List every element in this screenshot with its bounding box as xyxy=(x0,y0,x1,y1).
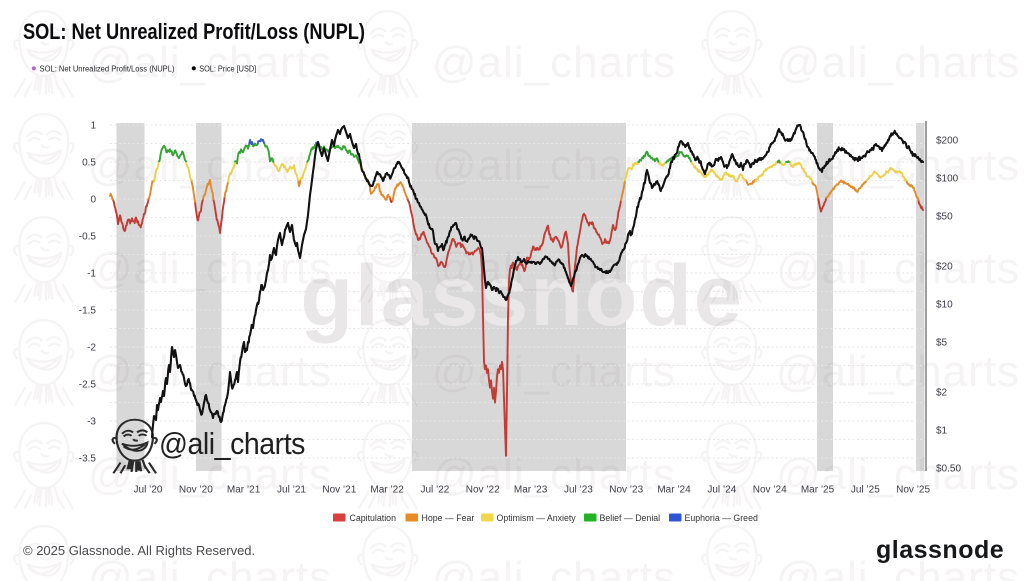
svg-text:@ali_charts: @ali_charts xyxy=(776,347,1020,396)
svg-text:@ali_charts: @ali_charts xyxy=(88,244,332,293)
svg-text:@ali_charts: @ali_charts xyxy=(776,141,1020,190)
svg-text:$20: $20 xyxy=(936,262,953,273)
svg-text:@ali_charts: @ali_charts xyxy=(776,553,1020,581)
svg-text:0.5: 0.5 xyxy=(82,158,96,169)
svg-text:-2: -2 xyxy=(87,343,96,354)
svg-text:glassnode: glassnode xyxy=(876,536,1004,564)
svg-text:Jul ’23: Jul ’23 xyxy=(564,485,593,496)
svg-text:@ali_charts: @ali_charts xyxy=(776,450,1020,499)
svg-text:SOL: Net Unrealized Profit/Los: SOL: Net Unrealized Profit/Loss (NUPL) xyxy=(23,19,365,44)
svg-text:Belief — Denial: Belief — Denial xyxy=(600,513,661,523)
svg-text:$1: $1 xyxy=(936,425,948,436)
svg-text:Nov ’20: Nov ’20 xyxy=(179,485,213,496)
svg-text:Mar ’21: Mar ’21 xyxy=(227,485,261,496)
svg-text:Mar ’24: Mar ’24 xyxy=(657,485,691,496)
svg-text:Jul ’25: Jul ’25 xyxy=(851,485,880,496)
svg-text:Jul ’24: Jul ’24 xyxy=(707,485,736,496)
svg-text:-3.5: -3.5 xyxy=(79,454,97,465)
svg-text:@ali_charts: @ali_charts xyxy=(432,553,676,581)
svg-text:Optimism — Anxiety: Optimism — Anxiety xyxy=(497,513,577,523)
svg-text:$5: $5 xyxy=(936,337,948,348)
svg-text:Jul ’20: Jul ’20 xyxy=(134,485,163,496)
svg-text:@ali_charts: @ali_charts xyxy=(432,244,676,293)
svg-text:$2: $2 xyxy=(936,388,948,399)
svg-text:@ali_charts: @ali_charts xyxy=(88,347,332,396)
svg-text:Jul ’21: Jul ’21 xyxy=(277,485,306,496)
svg-text:Jul ’22: Jul ’22 xyxy=(420,485,449,496)
svg-text:Euphoria — Greed: Euphoria — Greed xyxy=(685,513,758,523)
svg-text:0: 0 xyxy=(90,195,96,206)
svg-text:$0.50: $0.50 xyxy=(936,463,961,474)
svg-text:$200: $200 xyxy=(936,136,959,147)
svg-text:@ali_charts: @ali_charts xyxy=(88,553,332,581)
svg-text:@ali_charts: @ali_charts xyxy=(432,347,676,396)
svg-text:@ali_charts: @ali_charts xyxy=(432,38,676,87)
svg-text:-1.5: -1.5 xyxy=(79,306,97,317)
svg-text:Mar ’25: Mar ’25 xyxy=(801,485,835,496)
svg-text:Nov ’25: Nov ’25 xyxy=(896,485,930,496)
svg-text:SOL: Price [USD]: SOL: Price [USD] xyxy=(199,64,256,73)
svg-text:Mar ’22: Mar ’22 xyxy=(370,485,404,496)
svg-text:Mar ’23: Mar ’23 xyxy=(514,485,548,496)
svg-text:-1: -1 xyxy=(87,269,96,280)
svg-text:Nov ’23: Nov ’23 xyxy=(609,485,643,496)
svg-text:-2.5: -2.5 xyxy=(79,380,97,391)
svg-text:$50: $50 xyxy=(936,211,953,222)
svg-text:@ali_charts: @ali_charts xyxy=(88,38,332,87)
svg-text:Nov ’24: Nov ’24 xyxy=(753,485,787,496)
svg-text:SOL: Net Unrealized Profit/Los: SOL: Net Unrealized Profit/Loss (NUPL) xyxy=(40,64,175,73)
svg-text:Capitulation: Capitulation xyxy=(350,513,397,523)
svg-text:$100: $100 xyxy=(936,173,959,184)
svg-text:@ali_charts: @ali_charts xyxy=(776,244,1020,293)
svg-text:-3: -3 xyxy=(87,417,96,428)
svg-text:Hope — Fear: Hope — Fear xyxy=(422,513,475,523)
svg-text:@ali_charts: @ali_charts xyxy=(776,38,1020,87)
svg-text:1: 1 xyxy=(90,121,96,132)
svg-text:@ali_charts: @ali_charts xyxy=(159,426,305,461)
svg-text:© 2025 Glassnode. All Rights R: © 2025 Glassnode. All Rights Reserved. xyxy=(23,543,255,558)
svg-text:@ali_charts: @ali_charts xyxy=(432,450,676,499)
svg-text:$10: $10 xyxy=(936,299,953,310)
svg-text:-0.5: -0.5 xyxy=(79,232,97,243)
svg-text:@ali_charts: @ali_charts xyxy=(432,141,676,190)
svg-text:Nov ’22: Nov ’22 xyxy=(466,485,500,496)
svg-text:Nov ’21: Nov ’21 xyxy=(322,485,356,496)
